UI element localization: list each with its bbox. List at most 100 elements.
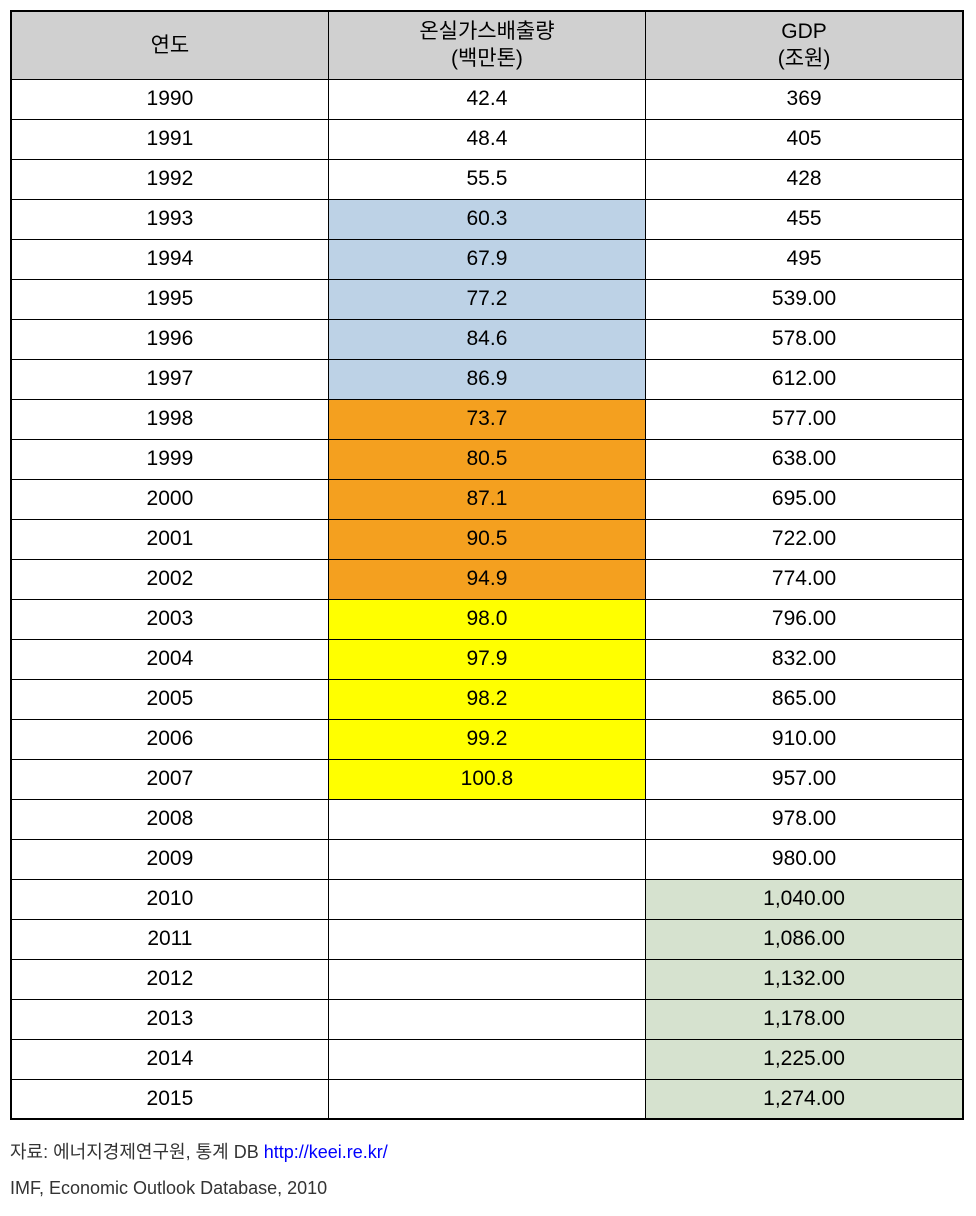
cell-year: 1998 <box>11 399 328 439</box>
cell-gdp: 638.00 <box>646 439 963 479</box>
cell-gdp: 722.00 <box>646 519 963 559</box>
cell-emission: 100.8 <box>328 759 645 799</box>
cell-year: 2001 <box>11 519 328 559</box>
table-row: 2014 1,225.00 <box>11 1039 963 1079</box>
footnote-line2: IMF, Economic Outlook Database, 2010 <box>10 1170 966 1206</box>
cell-emission <box>328 919 645 959</box>
cell-emission: 73.7 <box>328 399 645 439</box>
cell-gdp: 577.00 <box>646 399 963 439</box>
cell-year: 2013 <box>11 999 328 1039</box>
cell-emission: 97.9 <box>328 639 645 679</box>
cell-year: 1994 <box>11 239 328 279</box>
cell-emission <box>328 839 645 879</box>
cell-gdp: 1,132.00 <box>646 959 963 999</box>
table-row: 2007100.8957.00 <box>11 759 963 799</box>
header-row: 연도 온실가스배출량 (백만톤) GDP (조원) <box>11 11 963 79</box>
cell-year: 2007 <box>11 759 328 799</box>
cell-year: 2002 <box>11 559 328 599</box>
table-row: 199042.4369 <box>11 79 963 119</box>
table-row: 2011 1,086.00 <box>11 919 963 959</box>
cell-gdp: 1,225.00 <box>646 1039 963 1079</box>
cell-year: 2004 <box>11 639 328 679</box>
cell-emission <box>328 999 645 1039</box>
cell-gdp: 865.00 <box>646 679 963 719</box>
table-row: 199360.3455 <box>11 199 963 239</box>
cell-year: 1997 <box>11 359 328 399</box>
table-row: 200598.2865.00 <box>11 679 963 719</box>
cell-emission: 60.3 <box>328 199 645 239</box>
cell-year: 2010 <box>11 879 328 919</box>
header-emission-line1: 온실가스배출량 <box>419 20 554 43</box>
cell-gdp: 910.00 <box>646 719 963 759</box>
cell-emission <box>328 879 645 919</box>
cell-year: 2005 <box>11 679 328 719</box>
cell-gdp: 578.00 <box>646 319 963 359</box>
cell-emission <box>328 959 645 999</box>
cell-year: 1990 <box>11 79 328 119</box>
cell-year: 2015 <box>11 1079 328 1119</box>
cell-gdp: 796.00 <box>646 599 963 639</box>
table-row: 199148.4405 <box>11 119 963 159</box>
table-row: 199467.9495 <box>11 239 963 279</box>
cell-emission: 42.4 <box>328 79 645 119</box>
cell-year: 1999 <box>11 439 328 479</box>
cell-year: 2003 <box>11 599 328 639</box>
header-gdp-line1: GDP <box>781 20 827 43</box>
cell-gdp: 978.00 <box>646 799 963 839</box>
footnote-link[interactable]: http://keei.re.kr/ <box>264 1142 388 1162</box>
cell-year: 2009 <box>11 839 328 879</box>
footnotes: 자료: 에너지경제연구원, 통계 DB http://keei.re.kr/ I… <box>10 1134 966 1206</box>
cell-year: 2011 <box>11 919 328 959</box>
cell-year: 2000 <box>11 479 328 519</box>
cell-year: 1992 <box>11 159 328 199</box>
table-row: 199684.6578.00 <box>11 319 963 359</box>
cell-gdp: 455 <box>646 199 963 239</box>
cell-year: 1995 <box>11 279 328 319</box>
cell-year: 2012 <box>11 959 328 999</box>
cell-gdp: 495 <box>646 239 963 279</box>
footnote-line1-prefix: 자료: 에너지경제연구원, 통계 DB <box>10 1142 264 1162</box>
table-row: 200190.5722.00 <box>11 519 963 559</box>
cell-gdp: 832.00 <box>646 639 963 679</box>
header-year: 연도 <box>11 11 328 79</box>
table-row: 199577.2539.00 <box>11 279 963 319</box>
table-row: 2013 1,178.00 <box>11 999 963 1039</box>
table-row: 200087.1695.00 <box>11 479 963 519</box>
cell-emission: 99.2 <box>328 719 645 759</box>
cell-gdp: 980.00 <box>646 839 963 879</box>
table-row: 199980.5638.00 <box>11 439 963 479</box>
table-row: 2010 1,040.00 <box>11 879 963 919</box>
cell-gdp: 612.00 <box>646 359 963 399</box>
cell-gdp: 774.00 <box>646 559 963 599</box>
cell-year: 2006 <box>11 719 328 759</box>
emissions-gdp-table: 연도 온실가스배출량 (백만톤) GDP (조원) 199042.4369199… <box>10 10 964 1120</box>
header-gdp-line2: (조원) <box>778 47 831 70</box>
cell-emission: 86.9 <box>328 359 645 399</box>
cell-gdp: 539.00 <box>646 279 963 319</box>
cell-emission: 77.2 <box>328 279 645 319</box>
cell-emission: 94.9 <box>328 559 645 599</box>
cell-emission <box>328 799 645 839</box>
cell-emission: 80.5 <box>328 439 645 479</box>
cell-emission <box>328 1079 645 1119</box>
cell-emission: 67.9 <box>328 239 645 279</box>
table-row: 200699.2910.00 <box>11 719 963 759</box>
cell-gdp: 1,086.00 <box>646 919 963 959</box>
table-row: 200398.0796.00 <box>11 599 963 639</box>
table-row: 199786.9612.00 <box>11 359 963 399</box>
cell-year: 1993 <box>11 199 328 239</box>
cell-emission: 98.2 <box>328 679 645 719</box>
cell-gdp: 695.00 <box>646 479 963 519</box>
cell-emission: 90.5 <box>328 519 645 559</box>
table-row: 2009 980.00 <box>11 839 963 879</box>
cell-gdp: 428 <box>646 159 963 199</box>
cell-gdp: 405 <box>646 119 963 159</box>
cell-year: 2014 <box>11 1039 328 1079</box>
cell-emission: 84.6 <box>328 319 645 359</box>
cell-gdp: 1,040.00 <box>646 879 963 919</box>
header-gdp: GDP (조원) <box>646 11 963 79</box>
table-row: 200294.9774.00 <box>11 559 963 599</box>
table-row: 200497.9832.00 <box>11 639 963 679</box>
cell-gdp: 1,178.00 <box>646 999 963 1039</box>
cell-year: 1991 <box>11 119 328 159</box>
